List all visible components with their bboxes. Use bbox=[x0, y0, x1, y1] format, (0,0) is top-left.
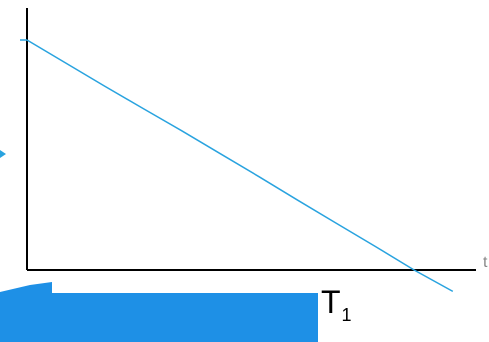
t1-marker-subscript: 1 bbox=[341, 305, 352, 325]
x-axis-label: t bbox=[483, 254, 488, 271]
left-edge-tick bbox=[0, 150, 6, 158]
t1-marker-letter: T bbox=[321, 284, 341, 320]
blue-band bbox=[0, 282, 318, 342]
t1-marker-label: T1 bbox=[321, 284, 352, 324]
series-line bbox=[26, 39, 454, 293]
